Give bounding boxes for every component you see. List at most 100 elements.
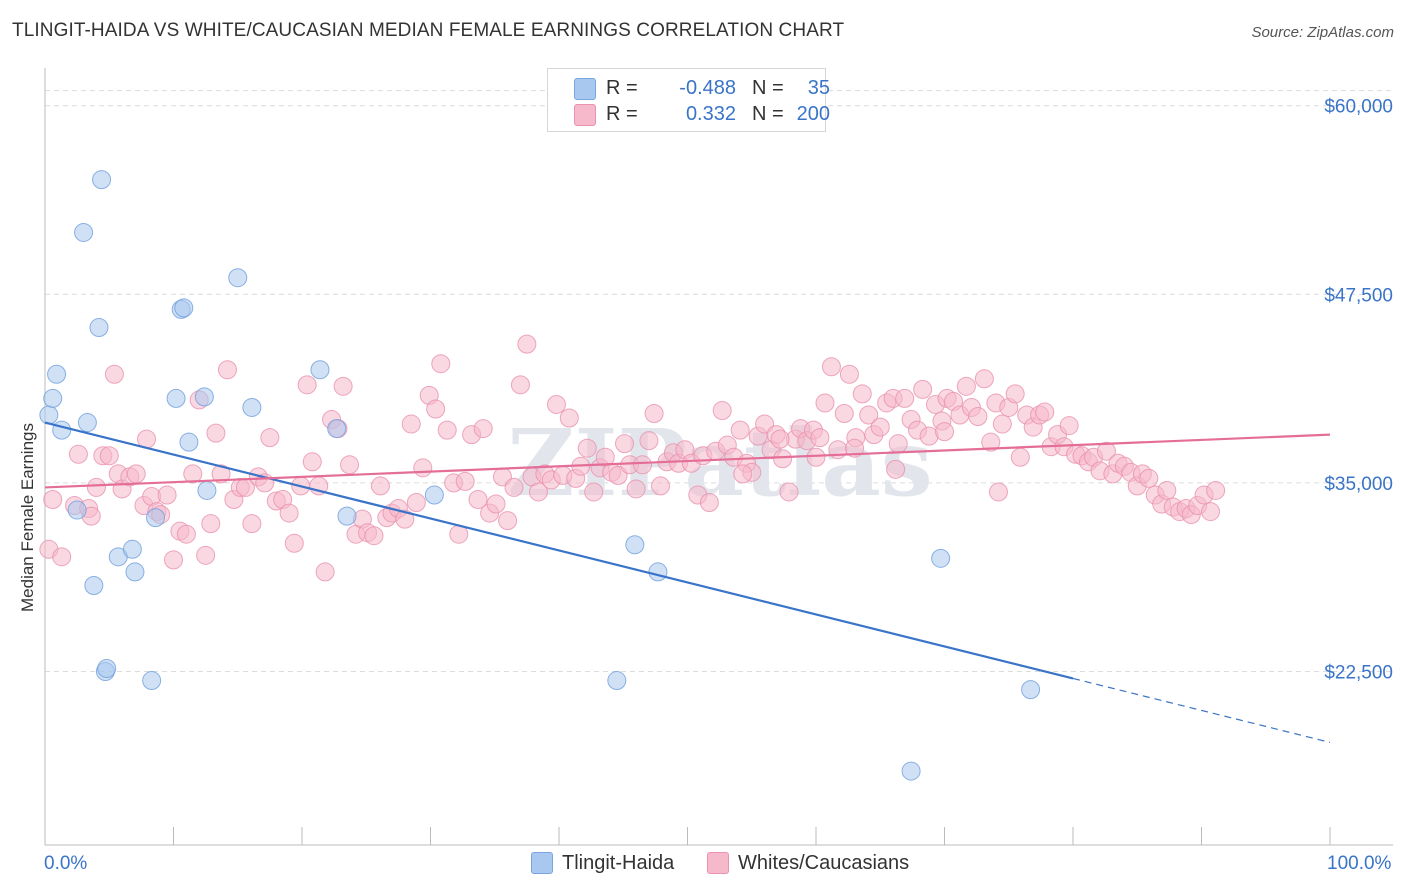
data-point bbox=[968, 407, 988, 427]
data-point bbox=[99, 446, 119, 466]
y-tick-label: $35,000 bbox=[1324, 474, 1393, 495]
data-point bbox=[179, 432, 199, 452]
data-point bbox=[839, 364, 859, 384]
data-point bbox=[194, 387, 214, 407]
data-point bbox=[473, 419, 493, 439]
data-point bbox=[699, 493, 719, 513]
data-point bbox=[648, 562, 668, 582]
data-point bbox=[810, 428, 830, 448]
data-point bbox=[242, 514, 262, 534]
data-point bbox=[74, 222, 94, 242]
data-point bbox=[337, 506, 357, 526]
y-axis-label: Median Female Earnings bbox=[18, 423, 37, 612]
data-point bbox=[913, 379, 933, 399]
correlation-legend: R = -0.488 N = 35 R = 0.332 N = 200 bbox=[547, 68, 830, 132]
data-point bbox=[486, 494, 506, 514]
data-point bbox=[196, 545, 216, 565]
x-axis-max-label: 100.0% bbox=[1327, 853, 1392, 874]
data-point bbox=[981, 432, 1001, 452]
chart-title: TLINGIT-HAIDA VS WHITE/CAUCASIAN MEDIAN … bbox=[12, 20, 845, 41]
data-point bbox=[242, 397, 262, 417]
data-point bbox=[510, 375, 530, 395]
data-point bbox=[852, 384, 872, 404]
data-point bbox=[406, 493, 426, 513]
data-point bbox=[297, 375, 317, 395]
data-point bbox=[43, 388, 63, 408]
data-point bbox=[1200, 502, 1220, 522]
legend-row-tlingit: R = -0.488 N = 35 bbox=[574, 75, 830, 101]
data-point bbox=[370, 476, 390, 496]
data-point bbox=[815, 393, 835, 413]
whites-caucasians-points bbox=[39, 334, 1226, 582]
legend-n-label: N = bbox=[752, 77, 784, 99]
data-point bbox=[104, 364, 124, 384]
data-point bbox=[424, 485, 444, 505]
data-point bbox=[217, 360, 237, 380]
data-point bbox=[988, 482, 1008, 502]
data-point bbox=[974, 369, 994, 389]
data-point bbox=[895, 388, 915, 408]
data-point bbox=[86, 477, 106, 497]
data-point bbox=[935, 422, 954, 442]
data-point bbox=[395, 509, 415, 529]
data-point bbox=[157, 485, 177, 505]
data-point bbox=[901, 761, 921, 781]
data-point bbox=[39, 405, 59, 425]
y-tick-label: $22,500 bbox=[1324, 662, 1393, 683]
data-point bbox=[176, 524, 196, 544]
data-point bbox=[89, 318, 109, 338]
data-point bbox=[431, 354, 451, 374]
data-point bbox=[315, 562, 335, 582]
data-point bbox=[845, 438, 865, 458]
legend-n-value: 200 bbox=[796, 103, 830, 125]
data-point bbox=[870, 417, 890, 437]
data-point bbox=[633, 455, 653, 475]
axes bbox=[44, 68, 1393, 846]
legend-n-value: 35 bbox=[807, 77, 830, 99]
data-point bbox=[43, 489, 63, 509]
data-point bbox=[211, 464, 231, 484]
data-point bbox=[806, 447, 826, 467]
legend-r-label: R = bbox=[606, 77, 638, 99]
data-point bbox=[625, 535, 645, 555]
data-point bbox=[122, 539, 142, 559]
data-point bbox=[651, 476, 671, 496]
data-point bbox=[340, 455, 360, 475]
data-point bbox=[67, 500, 87, 520]
data-point bbox=[92, 170, 112, 190]
y-tick-labels: $22,500 $35,000 $47,500 $60,000 bbox=[1324, 97, 1393, 684]
legend-r-label: R = bbox=[606, 103, 638, 125]
data-point bbox=[164, 550, 183, 570]
data-point bbox=[327, 419, 347, 439]
data-point bbox=[77, 413, 97, 433]
data-point bbox=[260, 428, 280, 448]
trend-lines bbox=[44, 421, 1331, 743]
data-point bbox=[52, 420, 72, 440]
tlingit-swatch bbox=[574, 78, 596, 100]
bottom-legend-tlingit-label: Tlingit-Haida bbox=[562, 852, 675, 874]
data-point bbox=[859, 405, 879, 425]
data-point bbox=[626, 479, 646, 499]
tlingit-swatch bbox=[531, 852, 553, 874]
data-point bbox=[333, 376, 353, 396]
data-point bbox=[1059, 416, 1079, 436]
data-point bbox=[125, 562, 145, 582]
data-point bbox=[47, 364, 67, 384]
data-point bbox=[310, 360, 330, 380]
data-point bbox=[615, 434, 635, 454]
legend-r-value: -0.488 bbox=[679, 77, 736, 99]
data-point bbox=[1157, 480, 1177, 500]
data-point bbox=[779, 482, 799, 502]
data-point bbox=[956, 376, 976, 396]
data-point bbox=[886, 459, 906, 479]
data-point bbox=[498, 511, 518, 531]
data-point bbox=[437, 420, 457, 440]
data-point bbox=[1096, 441, 1116, 461]
data-point bbox=[183, 464, 203, 484]
data-point bbox=[279, 503, 299, 523]
data-point bbox=[733, 464, 753, 484]
gridlines bbox=[45, 90, 1393, 672]
x-axis-min-label: 0.0% bbox=[44, 853, 88, 874]
data-point bbox=[528, 482, 548, 502]
data-point bbox=[770, 429, 790, 449]
